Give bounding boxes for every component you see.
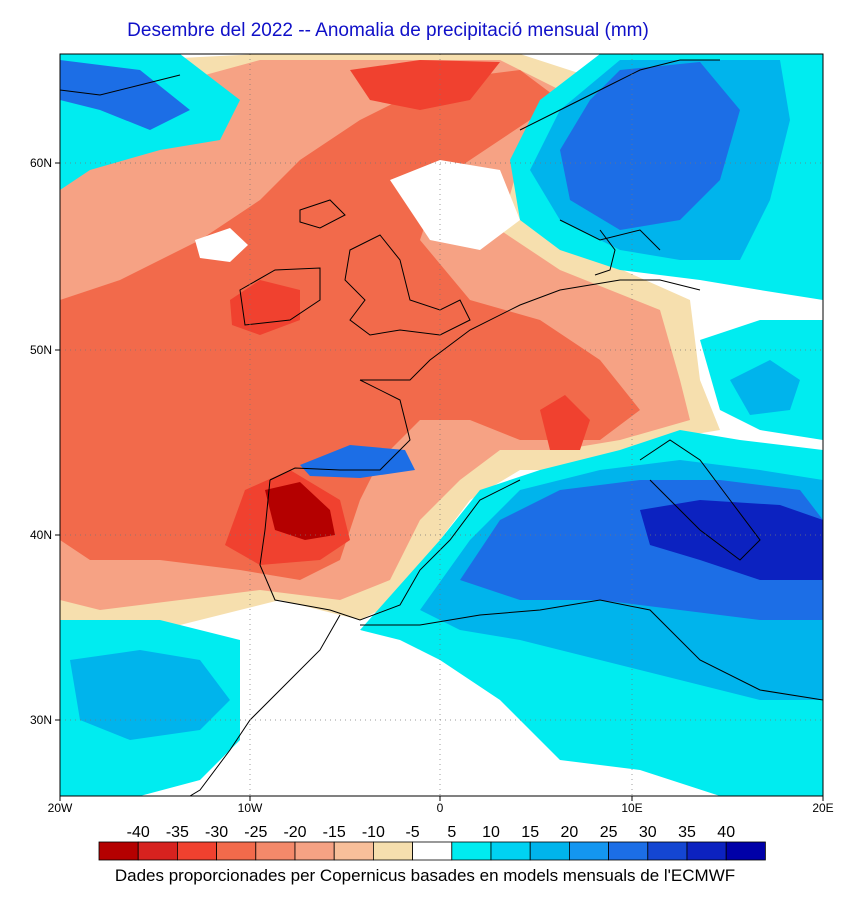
legend-swatch-10: [490, 841, 531, 861]
dry-extreme-iberia: [265, 482, 335, 540]
legend-label-7: -5: [405, 824, 419, 841]
coast-ireland: [239, 267, 321, 326]
wet-mid-southwest: [70, 650, 230, 740]
legend-swatch-6: [333, 841, 374, 861]
lon-tick-20w: 20W: [48, 801, 73, 815]
wet-intense-mediterranean: [640, 500, 823, 580]
wet-patch-alps-east-core: [730, 360, 800, 415]
lat-tick-50n: 50N: [30, 343, 52, 357]
dry-core-northsea: [350, 60, 500, 110]
legend-label-2: -30: [205, 824, 228, 841]
legend-swatch-5: [294, 841, 335, 861]
coast-italy: [639, 439, 761, 561]
lon-tick-labels: 20W 10W 0 10E 20E: [48, 801, 834, 815]
legend-label-14: 35: [678, 824, 696, 841]
coast-iceland: [299, 199, 346, 229]
legend-label-8: 5: [447, 824, 456, 841]
chart-title: Desembre del 2022 -- Anomalia de precipi…: [127, 20, 649, 41]
coast-iberia: [259, 479, 521, 621]
legend-label-1: -35: [166, 824, 189, 841]
map-frame: [59, 53, 824, 797]
legend-swatch-4: [255, 841, 296, 861]
lat-tick-labels: 60N 50N 40N 30N: [30, 156, 52, 727]
dry-core-france: [540, 395, 590, 450]
white-pocket-morocco: [240, 620, 560, 796]
legend-label-3: -25: [244, 824, 267, 841]
coast-britain: [344, 234, 471, 336]
legend-swatch-16: [725, 841, 766, 861]
wet-core-northwest: [60, 60, 190, 130]
coast-biscay: [269, 379, 411, 481]
legend-swatch-3: [216, 841, 257, 861]
legend-label-13: 30: [639, 824, 657, 841]
footer-credit: Dades proporcionades per Copernicus basa…: [114, 866, 736, 885]
gridlines: [60, 54, 823, 796]
legend-label-12: 25: [600, 824, 618, 841]
legend-swatch-9: [451, 841, 492, 861]
lon-tick-10w: 10W: [238, 801, 263, 815]
legend-swatch-12: [569, 841, 610, 861]
lat-tick-40n: 40N: [30, 528, 52, 542]
wet-strong-scandinavia: [560, 62, 740, 230]
legend-swatch-0: [98, 841, 139, 861]
coast-scandinavia: [519, 59, 720, 251]
legend-swatch-15: [686, 841, 727, 861]
coast-continent: [360, 279, 701, 381]
legend-boxes: [98, 841, 766, 861]
legend-swatch-8: [412, 841, 453, 861]
anomaly-fields: [60, 54, 823, 796]
legend-label-10: 15: [521, 824, 539, 841]
legend-label-5: -15: [323, 824, 346, 841]
lon-tick-20e: 20E: [812, 801, 833, 815]
coast-denmark: [594, 229, 616, 276]
lon-tick-10e: 10E: [621, 801, 642, 815]
legend-swatch-13: [608, 841, 649, 861]
coast-north-africa: [360, 599, 823, 701]
legend-swatch-11: [529, 841, 570, 861]
legend-swatch-2: [176, 841, 217, 861]
lon-tick-0: 0: [437, 801, 444, 815]
legend-label-6: -10: [362, 824, 385, 841]
lat-tick-60n: 60N: [30, 156, 52, 170]
axis-ticks: [55, 162, 824, 801]
legend-label-9: 10: [482, 824, 500, 841]
legend-swatch-1: [137, 841, 178, 861]
legend-label-15: 40: [717, 824, 735, 841]
legend-labels: -40 -35 -30 -25 -20 -15 -10 -5 5 10 15 20 25 30 35 40: [127, 824, 736, 841]
coast-greenland-edge: [60, 74, 181, 96]
white-pocket-northsea: [390, 160, 520, 250]
legend-label-4: -20: [283, 824, 306, 841]
legend-label-11: 20: [561, 824, 579, 841]
white-pocket-northatlantic: [195, 228, 248, 262]
legend-swatch-7: [372, 841, 413, 861]
legend-label-0: -40: [127, 824, 150, 841]
lat-tick-30n: 30N: [30, 713, 52, 727]
dry-region-strong: [60, 70, 640, 580]
legend-swatch-14: [647, 841, 688, 861]
